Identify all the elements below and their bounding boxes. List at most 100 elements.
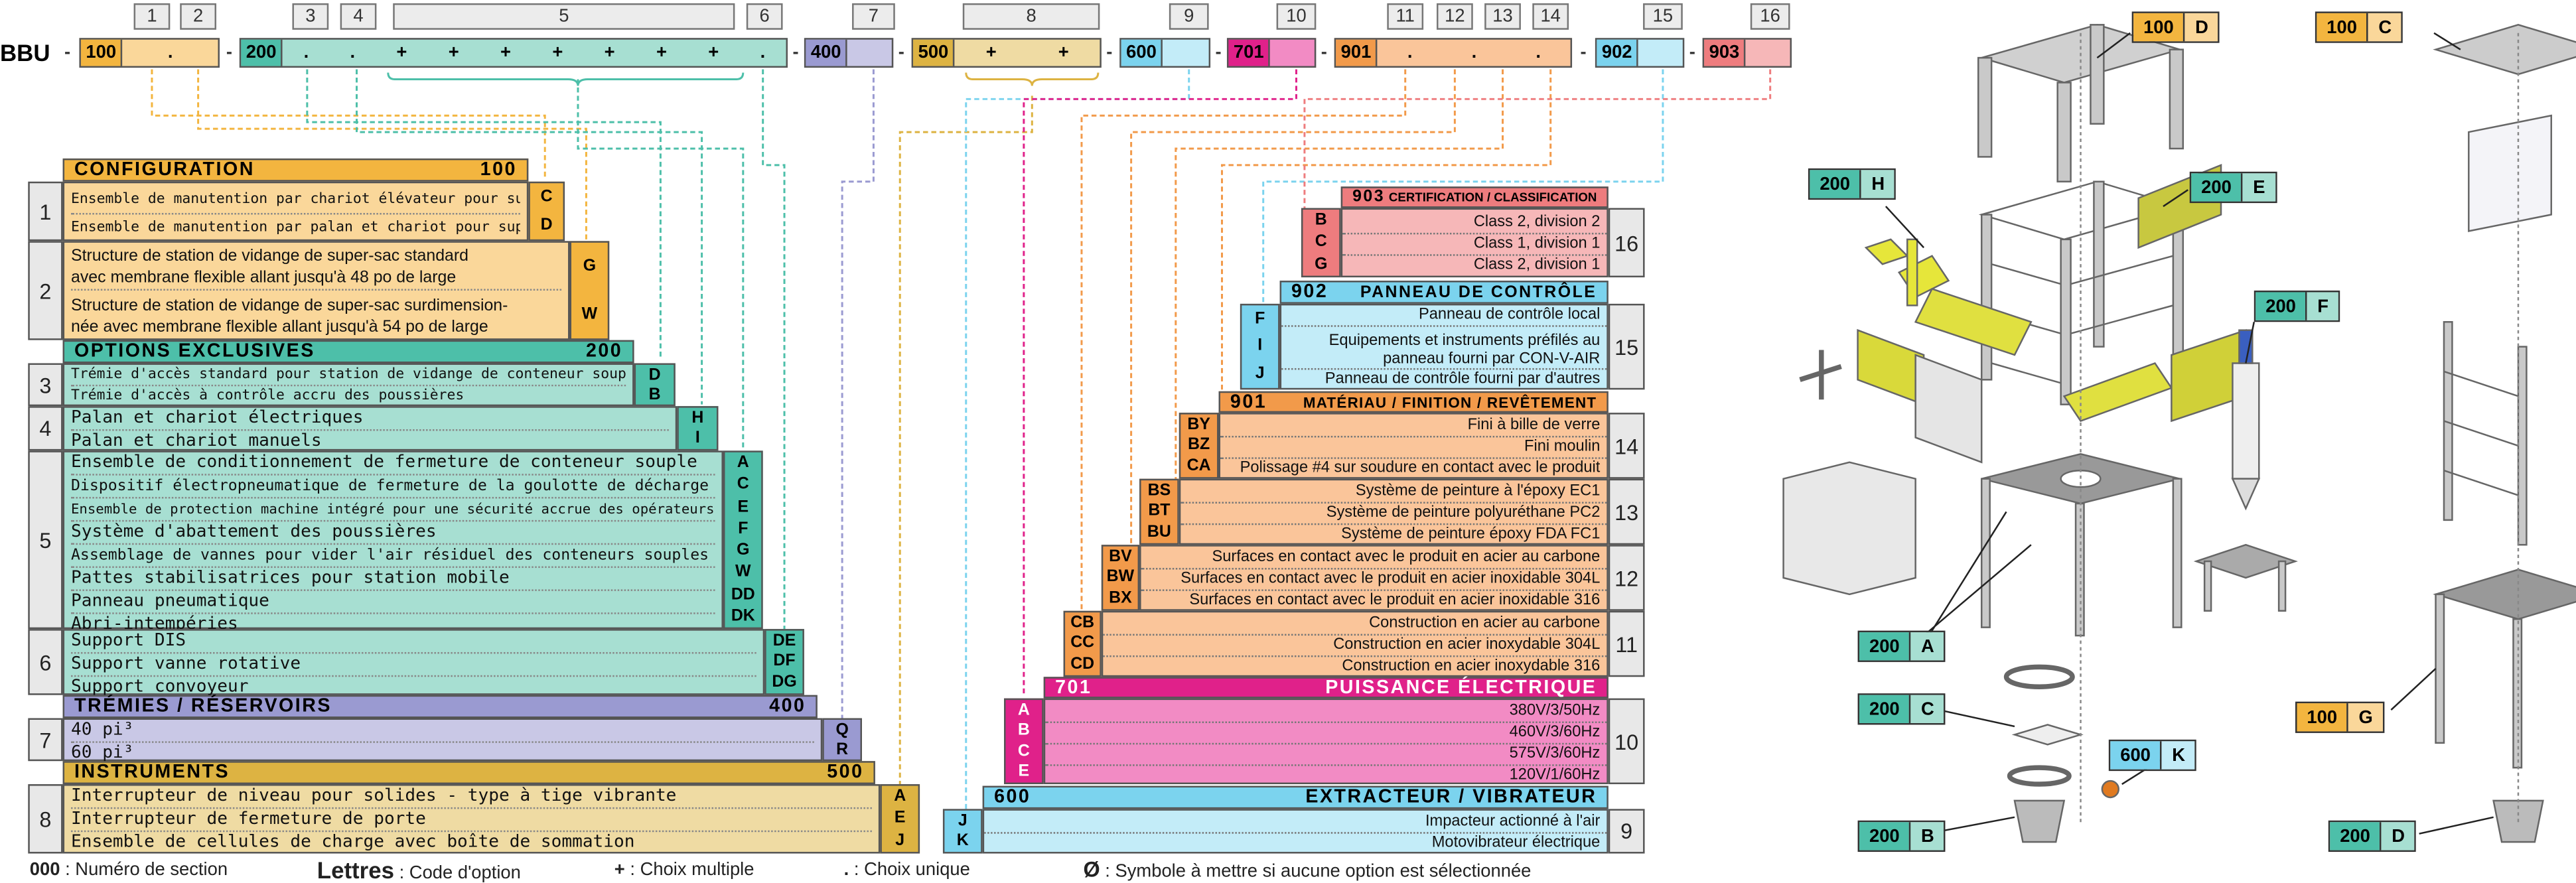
section-header-options: OPTIONS EXCLUSIVES 200 [62,340,634,364]
col-num-7: 7 [852,3,895,30]
row-10-options: 380V/3/50Hz 460V/3/60Hz 575V/3/60Hz 120V… [1043,698,1609,785]
row-num-8: 8 [28,784,63,854]
section-header-901: 901 MATÉRIAU / FINITION / REVÊTEMENT [1218,391,1609,413]
callout-200-c-lower: 200 C [1857,693,1946,725]
callout-100-c: 100 C [2315,11,2403,43]
row-num-9: 9 [1608,809,1645,854]
row-6-options: Support DIS Support vanne rotative Suppo… [62,629,765,697]
row-15-options: Panneau de contrôle local Équipements et… [1279,303,1609,390]
section-header-600: 600 EXTRACTEUR / VIBRATEUR [982,785,1609,809]
connector-lines [151,69,1772,809]
separator: - [1106,42,1113,63]
callout-200-f: 200 F [2254,290,2340,322]
row-5-options: Ensemble de conditionnement de fermeture… [62,450,723,634]
col-num-2: 2 [180,3,216,30]
row-14-options: Fini à bille de verre Fini moulin Poliss… [1218,413,1609,479]
legend-section: 000 : Numéro de section [29,860,228,880]
separator: - [1580,42,1587,63]
code-400: 400 [806,39,848,66]
col-num-15: 15 [1643,3,1683,30]
legend-letters: Lettres : Code d'option [317,856,521,883]
code-box-200: 200 . . + + + + + + + . [239,38,788,68]
row-11-options: Construction en acier au carbone Constru… [1101,610,1609,677]
code-902: 902 [1597,39,1639,66]
callout-200-d-lower: 200 D [2328,820,2417,852]
legend-empty: Ø : Symbole à mettre si aucune option es… [1083,856,1532,882]
row-8-options: Interrupteur de niveau pour solides - ty… [62,784,881,854]
section-header-701: 701 PUISSANCE ÉLECTRIQUE [1043,677,1609,699]
row-num-4: 4 [28,406,63,451]
code-600: 600 [1121,39,1163,66]
row-4-options: Palan et chariot électriques Palan et ch… [62,406,678,451]
code-200: 200 [241,39,283,66]
row-num-14: 14 [1608,413,1645,479]
row-num-10: 10 [1608,698,1645,785]
col-num-14: 14 [1532,3,1569,30]
row-13-letters: BS BT BU [1139,478,1179,545]
separator: - [64,42,71,63]
col-num-16: 16 [1750,3,1790,30]
row-6-letters: DE DF DG [764,629,804,695]
separator: - [1689,42,1695,63]
row-num-7: 7 [28,718,63,762]
section-header-902: 902 PANNEAU DE CONTRÔLE [1279,281,1609,304]
row-12-letters: BV BW BX [1101,545,1140,611]
row-9-options: Impacteur actionné à l'air Motovibrateur… [982,809,1609,854]
code-box-100: 100 . [79,38,220,68]
single-mark: . [167,42,173,63]
row-3-options: Trémie d'accès standard pour station de … [62,363,634,407]
code-903: 903 [1704,39,1747,66]
code-701: 701 [1228,39,1271,66]
row-16-options: Class 2, division 2 Class 1, division 1 … [1340,208,1609,278]
code-box-600: 600 [1119,38,1211,68]
row-num-11: 11 [1608,610,1645,677]
callout-600-k: 600 K [2108,739,2197,772]
code-901: 901 [1336,39,1378,66]
col-num-11: 11 [1387,3,1424,30]
row-num-3: 3 [28,363,63,407]
row-num-15: 15 [1608,303,1645,390]
code-box-903: 903 [1702,38,1792,68]
col-num-9: 9 [1169,3,1209,30]
legend-single: . : Choix unique [843,860,970,880]
code-box-400: 400 [804,38,894,68]
callout-200-b: 200 B [1857,820,1946,852]
row-num-12: 12 [1608,545,1645,611]
callout-100-d: 100 D [2131,11,2220,43]
row-14-letters: BY BZ CA [1179,413,1219,479]
col-num-12: 12 [1436,3,1473,30]
section-header-instruments: INSTRUMENTS 500 [62,761,875,785]
col-num-10: 10 [1276,3,1317,30]
prefix: BBU [0,39,50,66]
row-5-letters: A C E F G W DD DK [723,450,763,630]
callout-200-h: 200 H [1808,168,1896,200]
section-header-tremies: TRÉMIES / RÉSERVOIRS 400 [62,695,818,718]
row-num-2: 2 [28,241,63,340]
row-7-options: 40 pi³ 60 pi³ [62,718,823,763]
col-num-8: 8 [962,3,1100,30]
row-13-options: Système de peinture à l'époxy EC1 Systèm… [1179,478,1609,545]
row-1-options: Ensemble de manutention par chariot élév… [62,181,529,241]
row-num-6: 6 [28,629,63,695]
separator: - [1321,42,1327,63]
row-num-5: 5 [28,450,63,630]
separator: - [792,42,799,63]
code-box-500: 500 + + [911,38,1102,68]
section-header-configuration: CONFIGURATION 100 [62,158,529,182]
row-num-13: 13 [1608,478,1645,545]
code-box-701: 701 [1226,38,1317,68]
callout-200-e: 200 E [2189,171,2277,204]
col-num-4: 4 [340,3,377,30]
code-100: 100 [80,39,123,66]
col-num-13: 13 [1484,3,1521,30]
row-2-options: Structure de station de vidange de super… [62,241,570,340]
